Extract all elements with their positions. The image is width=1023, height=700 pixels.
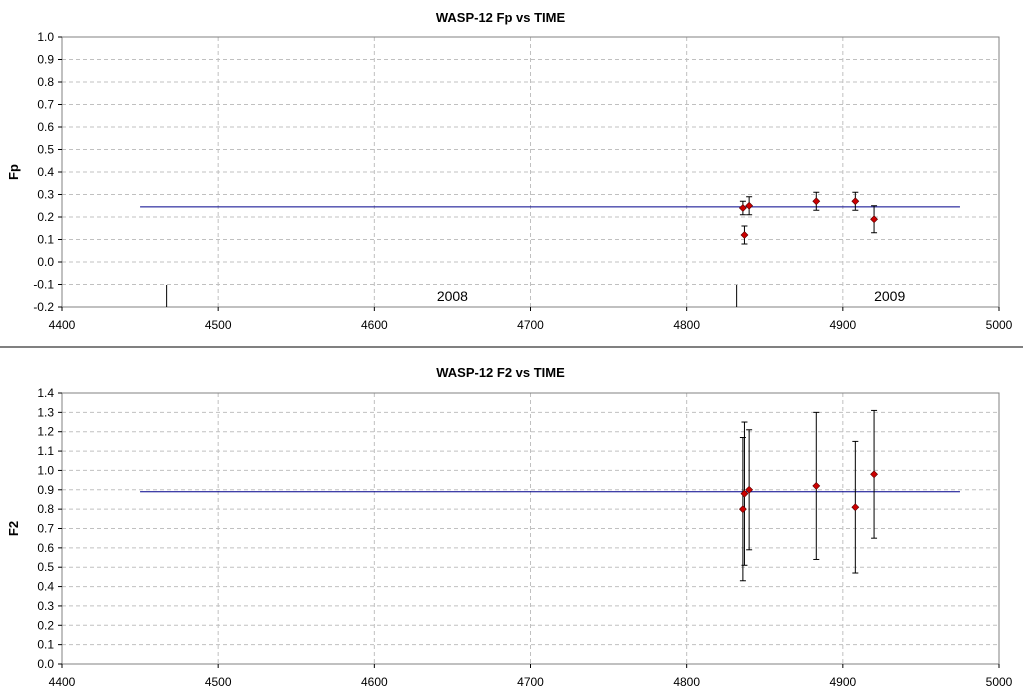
x-tick-label: 4600: [361, 318, 388, 332]
y-tick-label: 0.9: [37, 53, 54, 67]
y-tick-label: 0.8: [37, 75, 54, 89]
year-label: 2009: [874, 288, 905, 304]
y-tick-label: 1.1: [37, 444, 54, 458]
data-point: [851, 503, 860, 512]
x-tick-label: 5000: [986, 318, 1013, 332]
chart-2: WASP-12 F2 vs TIME F2 0.0 0.1 0.2 0.3 0.4 0.5 0.…: [6, 365, 1013, 689]
y-tick-label: 0.7: [37, 98, 54, 112]
y-tick-label: 0.4: [37, 580, 54, 594]
data-point: [870, 215, 878, 224]
chart-title: WASP-12 F2 vs TIME: [436, 365, 565, 380]
x-tick-label: 4700: [517, 318, 544, 332]
y-tick-label: 1.3: [37, 405, 54, 419]
y-tick-label: 0.4: [37, 165, 54, 179]
y-tick-label: 0.3: [37, 188, 54, 202]
y-tick-label: 0.1: [37, 233, 54, 247]
y-tick-label: -0.2: [33, 300, 54, 314]
y-tick-label: 0.5: [37, 143, 54, 157]
y-tick-label: 0.0: [37, 657, 54, 671]
y-axis-label: F2: [6, 521, 21, 536]
data-point: [812, 481, 821, 490]
x-tick-label: 4900: [829, 675, 856, 689]
data-point: [740, 489, 749, 498]
y-tick-label: 0.3: [37, 599, 54, 613]
y-tick-label: 1.2: [37, 425, 54, 439]
y-tick-label: 0.6: [37, 120, 54, 134]
y-tick-label: 0.2: [37, 618, 54, 632]
x-tick-label: 4500: [205, 318, 232, 332]
data-point: [812, 197, 821, 206]
data-point: [745, 485, 754, 494]
y-tick-label: -0.1: [33, 278, 54, 292]
y-tick-label: 0.6: [37, 541, 54, 555]
data-point: [740, 231, 749, 239]
data-point: [738, 505, 747, 514]
y-tick-label: 0.9: [37, 483, 54, 497]
x-tick-label: 4400: [49, 675, 76, 689]
y-tick-label: 0.2: [37, 210, 54, 224]
data-point: [745, 201, 754, 210]
data-point: [870, 470, 878, 479]
x-tick-label: 4700: [517, 675, 544, 689]
x-tick-label: 4800: [673, 318, 700, 332]
y-tick-label: 0.7: [37, 522, 54, 536]
y-tick-label: 0.0: [37, 255, 54, 269]
data-point: [738, 204, 747, 212]
y-tick-label: 1.0: [37, 463, 54, 477]
chart-title: WASP-12 Fp vs TIME: [436, 10, 566, 25]
y-tick-label: 1.0: [37, 30, 54, 44]
y-tick-label: 1.4: [37, 386, 54, 400]
x-tick-label: 4800: [673, 675, 700, 689]
chart-1: WASP-12 Fp vs TIME Fp -0.2 -0.1 0.0 0.1 0.2 0.3…: [6, 10, 1013, 332]
x-tick-label: 5000: [986, 675, 1013, 689]
x-tick-label: 4900: [829, 318, 856, 332]
data-point: [851, 197, 860, 206]
x-tick-label: 4500: [205, 675, 232, 689]
y-tick-label: 0.1: [37, 638, 54, 652]
year-label: 2008: [437, 288, 468, 304]
y-tick-label: 0.5: [37, 560, 54, 574]
x-tick-label: 4400: [49, 318, 76, 332]
x-tick-label: 4600: [361, 675, 388, 689]
y-axis-label: Fp: [6, 164, 21, 180]
y-tick-label: 0.8: [37, 502, 54, 516]
